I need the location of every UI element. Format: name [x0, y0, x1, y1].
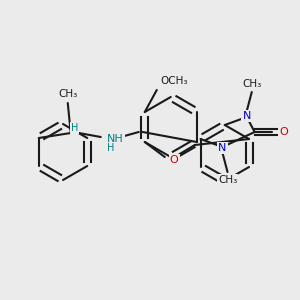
Text: H: H [107, 143, 114, 153]
Text: O: O [170, 155, 178, 165]
Text: O: O [279, 127, 288, 137]
Text: CH₃: CH₃ [218, 175, 237, 185]
Text: CH₃: CH₃ [242, 79, 261, 89]
Text: N: N [243, 111, 251, 121]
Text: CH₃: CH₃ [58, 89, 77, 99]
Text: NH: NH [107, 134, 124, 144]
Text: H: H [71, 123, 78, 133]
Text: OCH₃: OCH₃ [161, 76, 188, 86]
Text: N: N [218, 143, 227, 153]
